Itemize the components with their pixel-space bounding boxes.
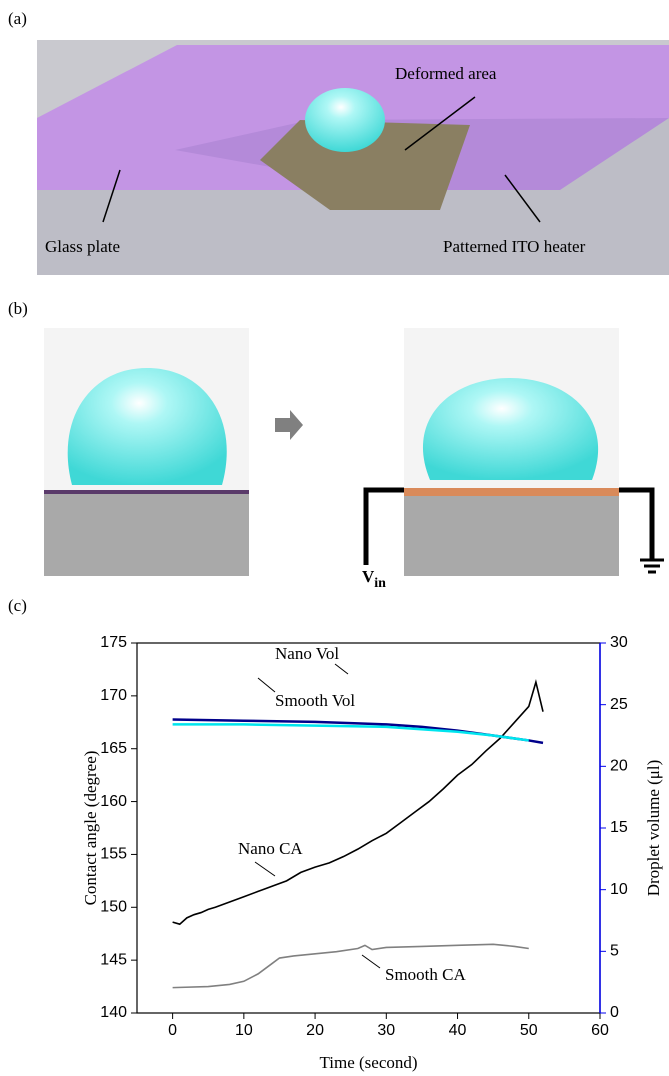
page: (a) Deformed area Glass plate Patterned … [0, 0, 669, 1076]
y-tick-label: 150 [100, 899, 127, 916]
x-axis-label: Time (second) [319, 1053, 417, 1072]
x-tick-label: 0 [168, 1022, 177, 1039]
annotation: Glass plate [45, 237, 120, 256]
y2-tick-label: 30 [610, 634, 628, 651]
y2-tick-label: 10 [610, 881, 628, 898]
droplet-images [44, 328, 664, 576]
panel-label: (a) [8, 9, 27, 28]
y-axis-label: Contact angle (degree) [81, 751, 100, 906]
panel-label: (b) [8, 299, 28, 318]
x-tick-label: 10 [235, 1022, 253, 1039]
y2-tick-label: 25 [610, 696, 628, 713]
y-tick-label: 160 [100, 793, 127, 810]
voltage-sub: in [374, 576, 386, 591]
voltage-main: V [362, 567, 375, 586]
y-tick-label: 175 [100, 634, 127, 651]
y2-tick-label: 15 [610, 819, 628, 836]
annotation-leader [255, 862, 275, 876]
annotation: Deformed area [395, 64, 497, 83]
y2-tick-label: 0 [610, 1004, 619, 1021]
series-line [173, 944, 529, 987]
series-annotation: Smooth CA [385, 965, 466, 984]
x-tick-label: 40 [449, 1022, 467, 1039]
series-line [173, 719, 543, 742]
y2-tick-label: 5 [610, 943, 619, 960]
x-tick-label: 60 [591, 1022, 609, 1039]
y-tick-label: 155 [100, 846, 127, 863]
x-tick-label: 20 [306, 1022, 324, 1039]
y-tick-label: 140 [100, 1004, 127, 1021]
y-tick-label: 170 [100, 687, 127, 704]
series-annotation: Smooth Vol [275, 691, 355, 710]
y-tick-label: 145 [100, 951, 127, 968]
annotation-leader [335, 664, 348, 674]
x-tick-label: 30 [377, 1022, 395, 1039]
panel-label: (c) [8, 596, 27, 615]
x-tick-label: 50 [520, 1022, 538, 1039]
figure: (a) Deformed area Glass plate Patterned … [0, 0, 669, 1076]
annotation-leader [362, 955, 380, 968]
y-tick-label: 165 [100, 740, 127, 757]
annotation-leader [258, 678, 275, 692]
y2-axis-label: Droplet volume (μl) [644, 760, 663, 897]
series-line [173, 724, 529, 740]
y2-tick-label: 20 [610, 758, 628, 775]
series-line [173, 682, 543, 924]
voltage-label: Vin [362, 567, 386, 591]
series-annotation: Nano Vol [275, 644, 339, 663]
annotation: Patterned ITO heater [443, 237, 586, 256]
series-annotation: Nano CA [238, 839, 303, 858]
